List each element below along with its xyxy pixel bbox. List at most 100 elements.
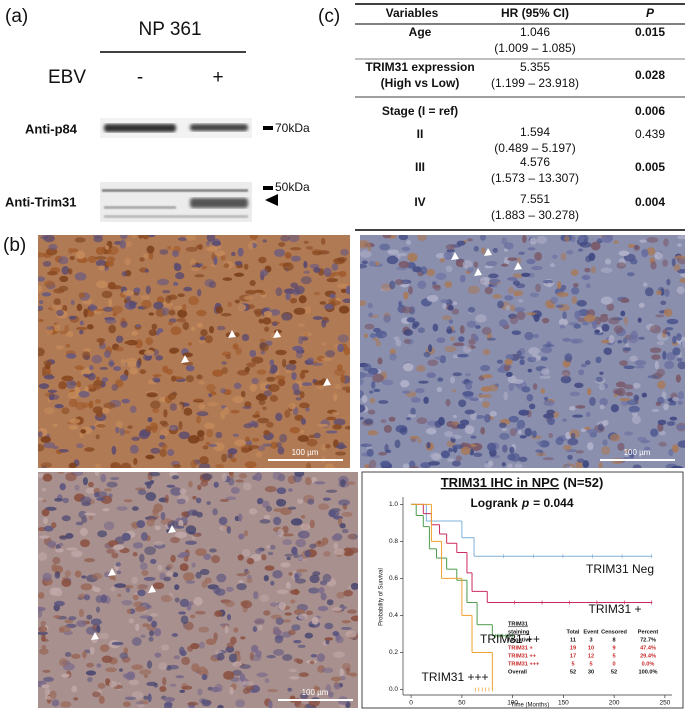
- cell: [264, 678, 270, 684]
- cell: [679, 278, 685, 284]
- cell: [93, 487, 101, 494]
- cell: [100, 495, 113, 504]
- cell: [138, 235, 144, 239]
- cell: [78, 608, 85, 618]
- cell: [163, 696, 176, 703]
- cell: [529, 237, 537, 245]
- cell: [584, 360, 591, 365]
- variable-label: III: [415, 160, 425, 174]
- cell: [181, 303, 187, 312]
- cell: [451, 434, 462, 440]
- cell: [126, 671, 136, 680]
- cell: [638, 302, 645, 308]
- stats-cell: 0: [612, 661, 615, 667]
- cell: [208, 443, 218, 448]
- cell: [322, 497, 331, 501]
- cell: [503, 391, 508, 401]
- cell: [436, 386, 443, 393]
- cell: [599, 404, 605, 410]
- cell: [109, 680, 118, 688]
- cell: [426, 442, 431, 449]
- cell: [340, 626, 352, 631]
- cell: [191, 510, 198, 516]
- logrank-part: = 0.044: [533, 496, 574, 510]
- cell: [536, 441, 543, 446]
- cell: [550, 263, 555, 268]
- cell: [126, 608, 132, 614]
- cell: [173, 655, 180, 660]
- cell: [154, 525, 161, 531]
- cell: [613, 240, 619, 244]
- stats-cell: TRIM31 ++: [508, 653, 537, 659]
- cell: [286, 556, 291, 561]
- cell: [338, 270, 347, 277]
- cell: [338, 499, 351, 506]
- cell: [83, 594, 91, 601]
- cell: [148, 636, 154, 642]
- cell: [205, 441, 211, 446]
- cell: [315, 686, 321, 691]
- cell: [298, 335, 304, 345]
- cell: [295, 397, 302, 401]
- cell: [247, 242, 254, 250]
- cell: [42, 260, 52, 267]
- cell: [159, 686, 167, 692]
- cell: [294, 414, 304, 421]
- arrowhead: [273, 330, 281, 338]
- micrograph: 100 µm: [38, 472, 358, 708]
- cell: [398, 300, 403, 307]
- cell: [271, 321, 278, 327]
- cell: [262, 317, 272, 325]
- cell: [238, 304, 247, 312]
- cell: [623, 365, 635, 370]
- cell: [269, 394, 278, 402]
- cell: [487, 442, 497, 452]
- cell: [143, 695, 149, 700]
- cell: [152, 374, 162, 378]
- cell: [40, 620, 46, 627]
- cell: [518, 355, 525, 360]
- cell: [65, 472, 77, 482]
- cell: [228, 472, 234, 476]
- cell: [170, 537, 180, 544]
- cell: [185, 580, 196, 584]
- cell: [590, 266, 596, 274]
- cell: [395, 339, 402, 347]
- stats-cell: TRIM31 +++: [508, 661, 540, 667]
- cell: [628, 334, 639, 344]
- km-title: TRIM31 IHC in NPC (N=52): [441, 475, 604, 490]
- cell: [363, 333, 369, 339]
- cell: [191, 562, 196, 568]
- cell: [86, 662, 95, 668]
- cell: [224, 600, 235, 608]
- cell: [626, 399, 638, 406]
- cell: [94, 472, 100, 477]
- cell: [232, 433, 239, 437]
- cell: [284, 553, 294, 557]
- cell: [157, 278, 169, 286]
- cell: [278, 601, 286, 610]
- cell: [237, 247, 244, 257]
- cell: [369, 332, 377, 339]
- cell: [292, 345, 304, 352]
- cell: [131, 330, 138, 336]
- cell: [445, 265, 453, 273]
- cell: [170, 326, 182, 336]
- cell: [309, 660, 315, 665]
- cell: [299, 391, 305, 399]
- cell: [305, 246, 314, 250]
- cell: [557, 281, 562, 290]
- cell: [482, 348, 490, 356]
- cell: [151, 425, 158, 433]
- cell: [38, 497, 45, 501]
- cell: [42, 473, 53, 482]
- cell: [445, 244, 456, 250]
- cell: [410, 407, 416, 416]
- cell: [625, 391, 634, 397]
- cell: [172, 572, 179, 578]
- cell: [509, 446, 515, 454]
- cell: [591, 320, 598, 329]
- cell: [43, 407, 55, 415]
- cell: [116, 570, 122, 575]
- cell: [176, 498, 186, 505]
